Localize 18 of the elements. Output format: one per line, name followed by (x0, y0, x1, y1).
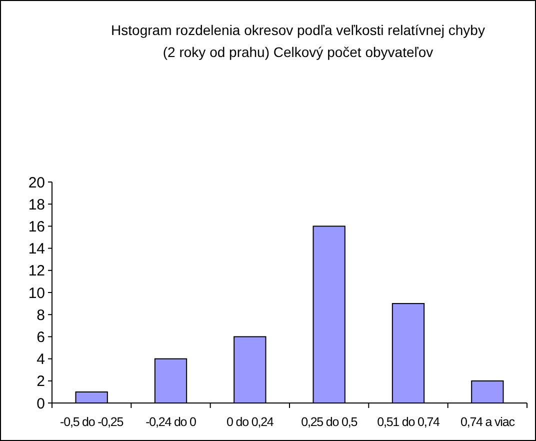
y-tick-label: 20 (28, 174, 45, 192)
chart-title: Hstogram rozdelenia okresov podľa veľkosti relatívnej chyby (2 roky od prahu) Celkový počet obyvateľov (111, 22, 485, 60)
x-tick-label: -0,24 do 0 (146, 415, 197, 429)
y-tick-label: 6 (36, 328, 45, 346)
y-tick-label: 18 (28, 196, 45, 214)
x-tick-label: 0,25 do 0,5 (301, 415, 358, 429)
x-tick-label: 0 do 0,24 (226, 415, 274, 429)
y-tick-label: 12 (28, 262, 45, 280)
y-tick-label: 4 (36, 351, 45, 368)
y-tick-label: 16 (28, 218, 45, 236)
x-tick-label: 0,74 a viac (460, 415, 515, 429)
y-tick-label: 8 (36, 306, 45, 324)
x-tick-label: -0,5 do -0,25 (60, 415, 124, 429)
y-tick-label: 10 (28, 284, 45, 302)
y-tick-label: 14 (28, 240, 45, 258)
y-tick-label: 0 (36, 395, 45, 412)
x-tick-label: 0,51 do 0,74 (377, 415, 440, 429)
y-tick-label: 2 (36, 373, 45, 390)
